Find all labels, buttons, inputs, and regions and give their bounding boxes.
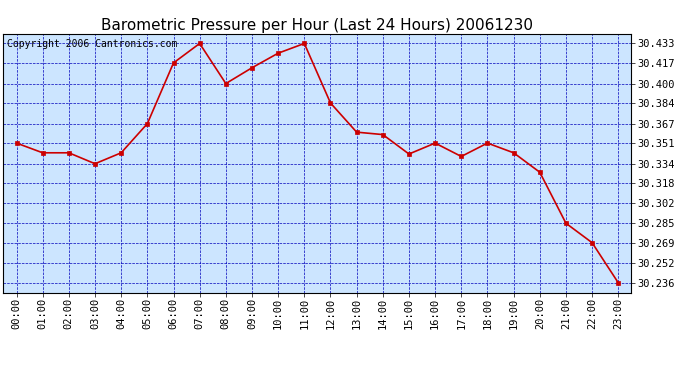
- Title: Barometric Pressure per Hour (Last 24 Hours) 20061230: Barometric Pressure per Hour (Last 24 Ho…: [101, 18, 533, 33]
- Text: Copyright 2006 Cantronics.com: Copyright 2006 Cantronics.com: [7, 39, 177, 49]
